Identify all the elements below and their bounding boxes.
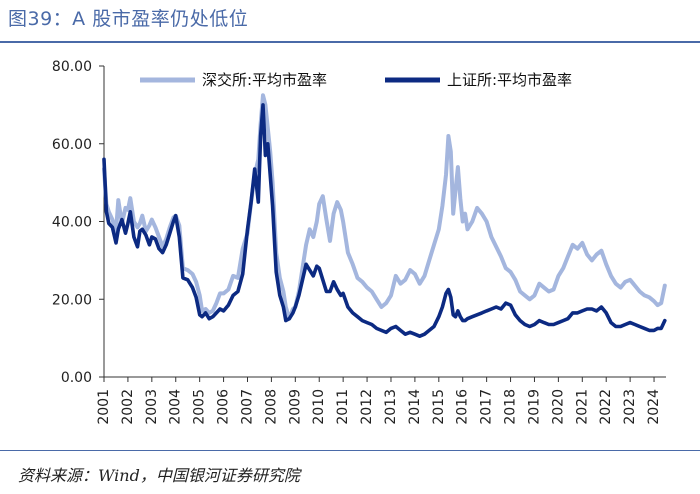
x-tick-label: 2001 xyxy=(96,389,112,425)
x-tick-label: 2012 xyxy=(359,389,375,425)
sse-pe-line xyxy=(102,103,667,339)
chart-series xyxy=(102,93,667,339)
legend-item-sse: 上证所:平均市盈率 xyxy=(385,71,572,89)
x-tick-label: 2019 xyxy=(526,389,542,425)
y-tick-label: 0.00 xyxy=(61,370,92,386)
x-tick-label: 2003 xyxy=(144,389,160,425)
legend-label: 深交所:平均市盈率 xyxy=(202,71,327,89)
x-tick-label: 2020 xyxy=(550,389,566,425)
footer-rule xyxy=(0,450,700,451)
x-tick-label: 2007 xyxy=(239,389,255,425)
source-note: 资料来源：Wind，中国银河证券研究院 xyxy=(18,466,300,485)
y-tick-label: 60.00 xyxy=(52,137,92,153)
x-tick-label: 2023 xyxy=(622,389,638,425)
x-tick-label: 2022 xyxy=(598,389,614,425)
x-tick-label: 2002 xyxy=(120,389,136,425)
x-tick-label: 2013 xyxy=(383,389,399,425)
x-tick-label: 2006 xyxy=(216,389,232,425)
x-tick-label: 2014 xyxy=(407,389,423,425)
x-tick-label: 2018 xyxy=(503,389,519,425)
chart-axes: 0.00 20.00 40.00 60.00 80.00 2001 2002 2003 2004… xyxy=(52,59,666,425)
pe-ratio-chart: 0.00 20.00 40.00 60.00 80.00 2001 2002 2003 2004… xyxy=(52,59,667,425)
x-tick-label: 2011 xyxy=(335,389,351,425)
figure-title: 图39：A 股市盈率仍处低位 xyxy=(8,8,249,30)
x-tick-label: 2010 xyxy=(311,389,327,425)
legend-item-szse: 深交所:平均市盈率 xyxy=(140,71,327,89)
x-tick-label: 2004 xyxy=(168,389,184,425)
y-tick-label: 40.00 xyxy=(52,215,92,231)
chart-legend: 深交所:平均市盈率 上证所:平均市盈率 xyxy=(140,71,572,89)
legend-label: 上证所:平均市盈率 xyxy=(447,71,572,89)
szse-pe-line xyxy=(102,93,667,321)
x-tick-label: 2017 xyxy=(479,389,495,425)
x-tick-label: 2024 xyxy=(646,389,662,425)
y-tick-label: 20.00 xyxy=(52,292,92,308)
y-tick-label: 80.00 xyxy=(52,59,92,75)
x-tick-label: 2009 xyxy=(287,389,303,425)
x-tick-label: 2016 xyxy=(455,389,471,425)
title-underline xyxy=(0,41,700,43)
x-tick-label: 2008 xyxy=(263,389,279,425)
x-tick-label: 2015 xyxy=(431,389,447,425)
x-tick-label: 2005 xyxy=(192,389,208,425)
x-tick-label: 2021 xyxy=(574,389,590,425)
